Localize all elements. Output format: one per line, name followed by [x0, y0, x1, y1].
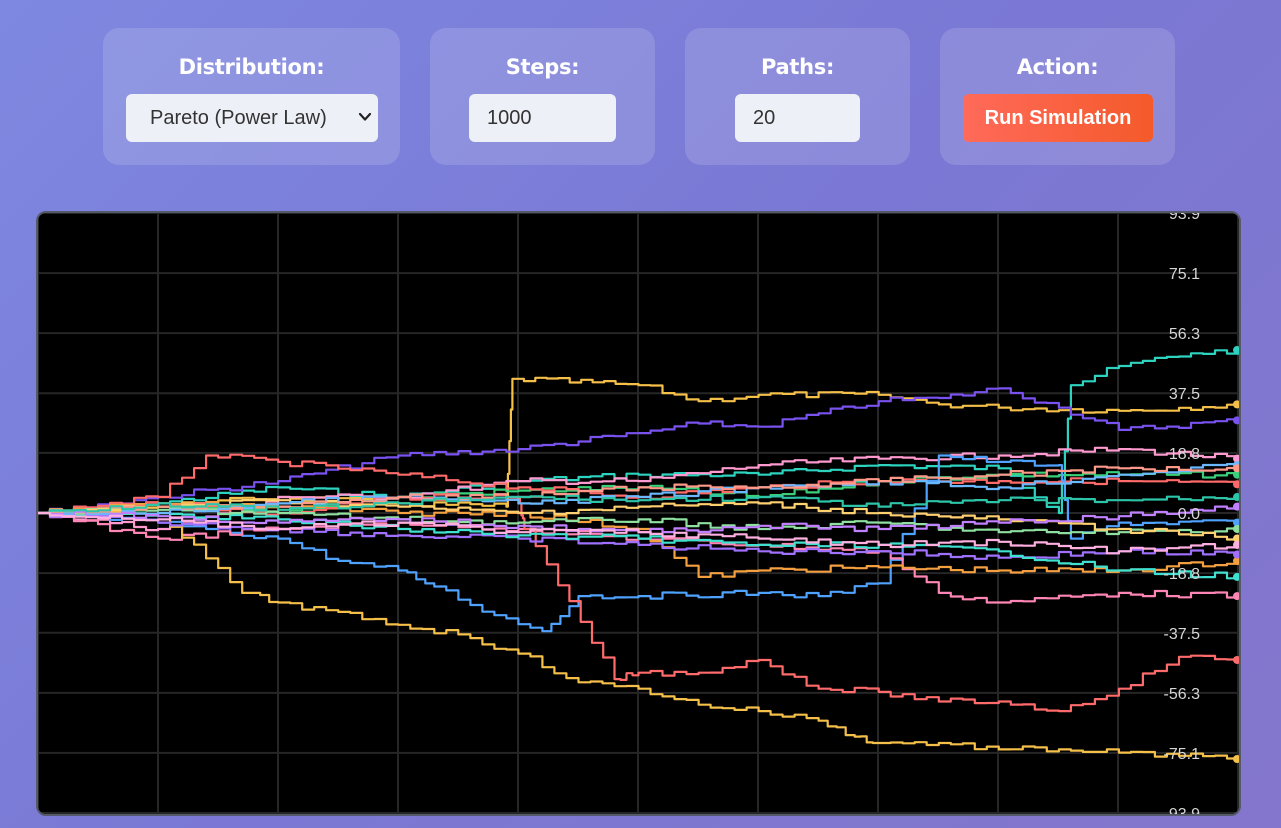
distribution-select[interactable]: Pareto (Power Law) [126, 94, 378, 142]
series-endpoint-1 [1233, 400, 1239, 409]
y-tick-label: -18.8 [1164, 566, 1201, 583]
paths-panel: Paths: 20 [685, 28, 910, 165]
series-endpoint-8 [1233, 556, 1239, 565]
series-endpoint-18 [1233, 493, 1239, 502]
chevron-down-icon [358, 112, 372, 121]
series-endpoint-17 [1233, 502, 1239, 511]
y-tick-label: -75.1 [1164, 746, 1201, 763]
chart-series [38, 346, 1239, 764]
steps-label: Steps: [505, 55, 580, 79]
series-endpoint-16 [1233, 464, 1239, 473]
series-endpoint-11 [1233, 550, 1239, 559]
paths-label: Paths: [760, 55, 835, 79]
action-label: Action: [1016, 55, 1099, 79]
series-endpoint-6 [1233, 518, 1239, 527]
series-line-2 [38, 387, 1239, 515]
series-endpoint-14 [1233, 534, 1239, 543]
series-line-13 [38, 506, 1239, 536]
chart-svg: 93.9 75.1 56.3 37.5 18.8 0.0 -18.8 -37.5 -56.3 -7… [38, 213, 1239, 814]
distribution-label: Distribution: [178, 55, 325, 79]
series-line-6 [38, 454, 1239, 633]
y-tick-label: 93.9 [1169, 213, 1200, 223]
series-endpoint-9 [1233, 655, 1239, 664]
series-line-16 [38, 465, 1239, 516]
series-endpoint-7 [1233, 592, 1239, 601]
series-line-7 [38, 511, 1239, 604]
distribution-panel: Distribution: Pareto (Power Law) [103, 28, 400, 165]
y-tick-label: -56.3 [1164, 686, 1201, 703]
steps-input[interactable]: 1000 [469, 94, 616, 142]
steps-panel: Steps: 1000 [430, 28, 655, 165]
series-line-10 [38, 509, 1239, 760]
run-simulation-button[interactable]: Run Simulation [963, 94, 1153, 142]
y-tick-label: 56.3 [1169, 326, 1200, 343]
paths-input[interactable]: 20 [735, 94, 860, 142]
y-tick-label: -93.9 [1164, 806, 1201, 814]
distribution-select-value: Pareto (Power Law) [150, 107, 327, 129]
series-endpoint-2 [1233, 416, 1239, 425]
series-endpoint-3 [1233, 454, 1239, 463]
y-axis-ticks: 93.9 75.1 56.3 37.5 18.8 0.0 -18.8 -37.5 -56.3 -7… [1164, 213, 1201, 814]
series-endpoint-4 [1233, 470, 1239, 479]
series-line-1 [38, 376, 1239, 515]
y-tick-label: 75.1 [1169, 266, 1200, 283]
y-tick-label: 18.8 [1169, 446, 1200, 463]
y-tick-label: -37.5 [1164, 626, 1201, 643]
series-line-14 [38, 498, 1239, 541]
series-endpoint-13 [1233, 524, 1239, 533]
series-line-18 [38, 494, 1239, 515]
series-line-12 [38, 509, 1239, 580]
y-tick-label: 37.5 [1169, 386, 1200, 403]
series-endpoint-0 [1233, 346, 1239, 355]
simulation-chart: 93.9 75.1 56.3 37.5 18.8 0.0 -18.8 -37.5 -56.3 -7… [36, 211, 1241, 816]
series-endpoint-5 [1233, 480, 1239, 489]
series-endpoint-10 [1233, 755, 1239, 764]
y-tick-label: 0.0 [1178, 506, 1200, 523]
series-endpoint-12 [1233, 572, 1239, 581]
series-endpoint-19 [1233, 540, 1239, 549]
series-line-19 [38, 511, 1239, 555]
action-panel: Action: Run Simulation [940, 28, 1175, 165]
